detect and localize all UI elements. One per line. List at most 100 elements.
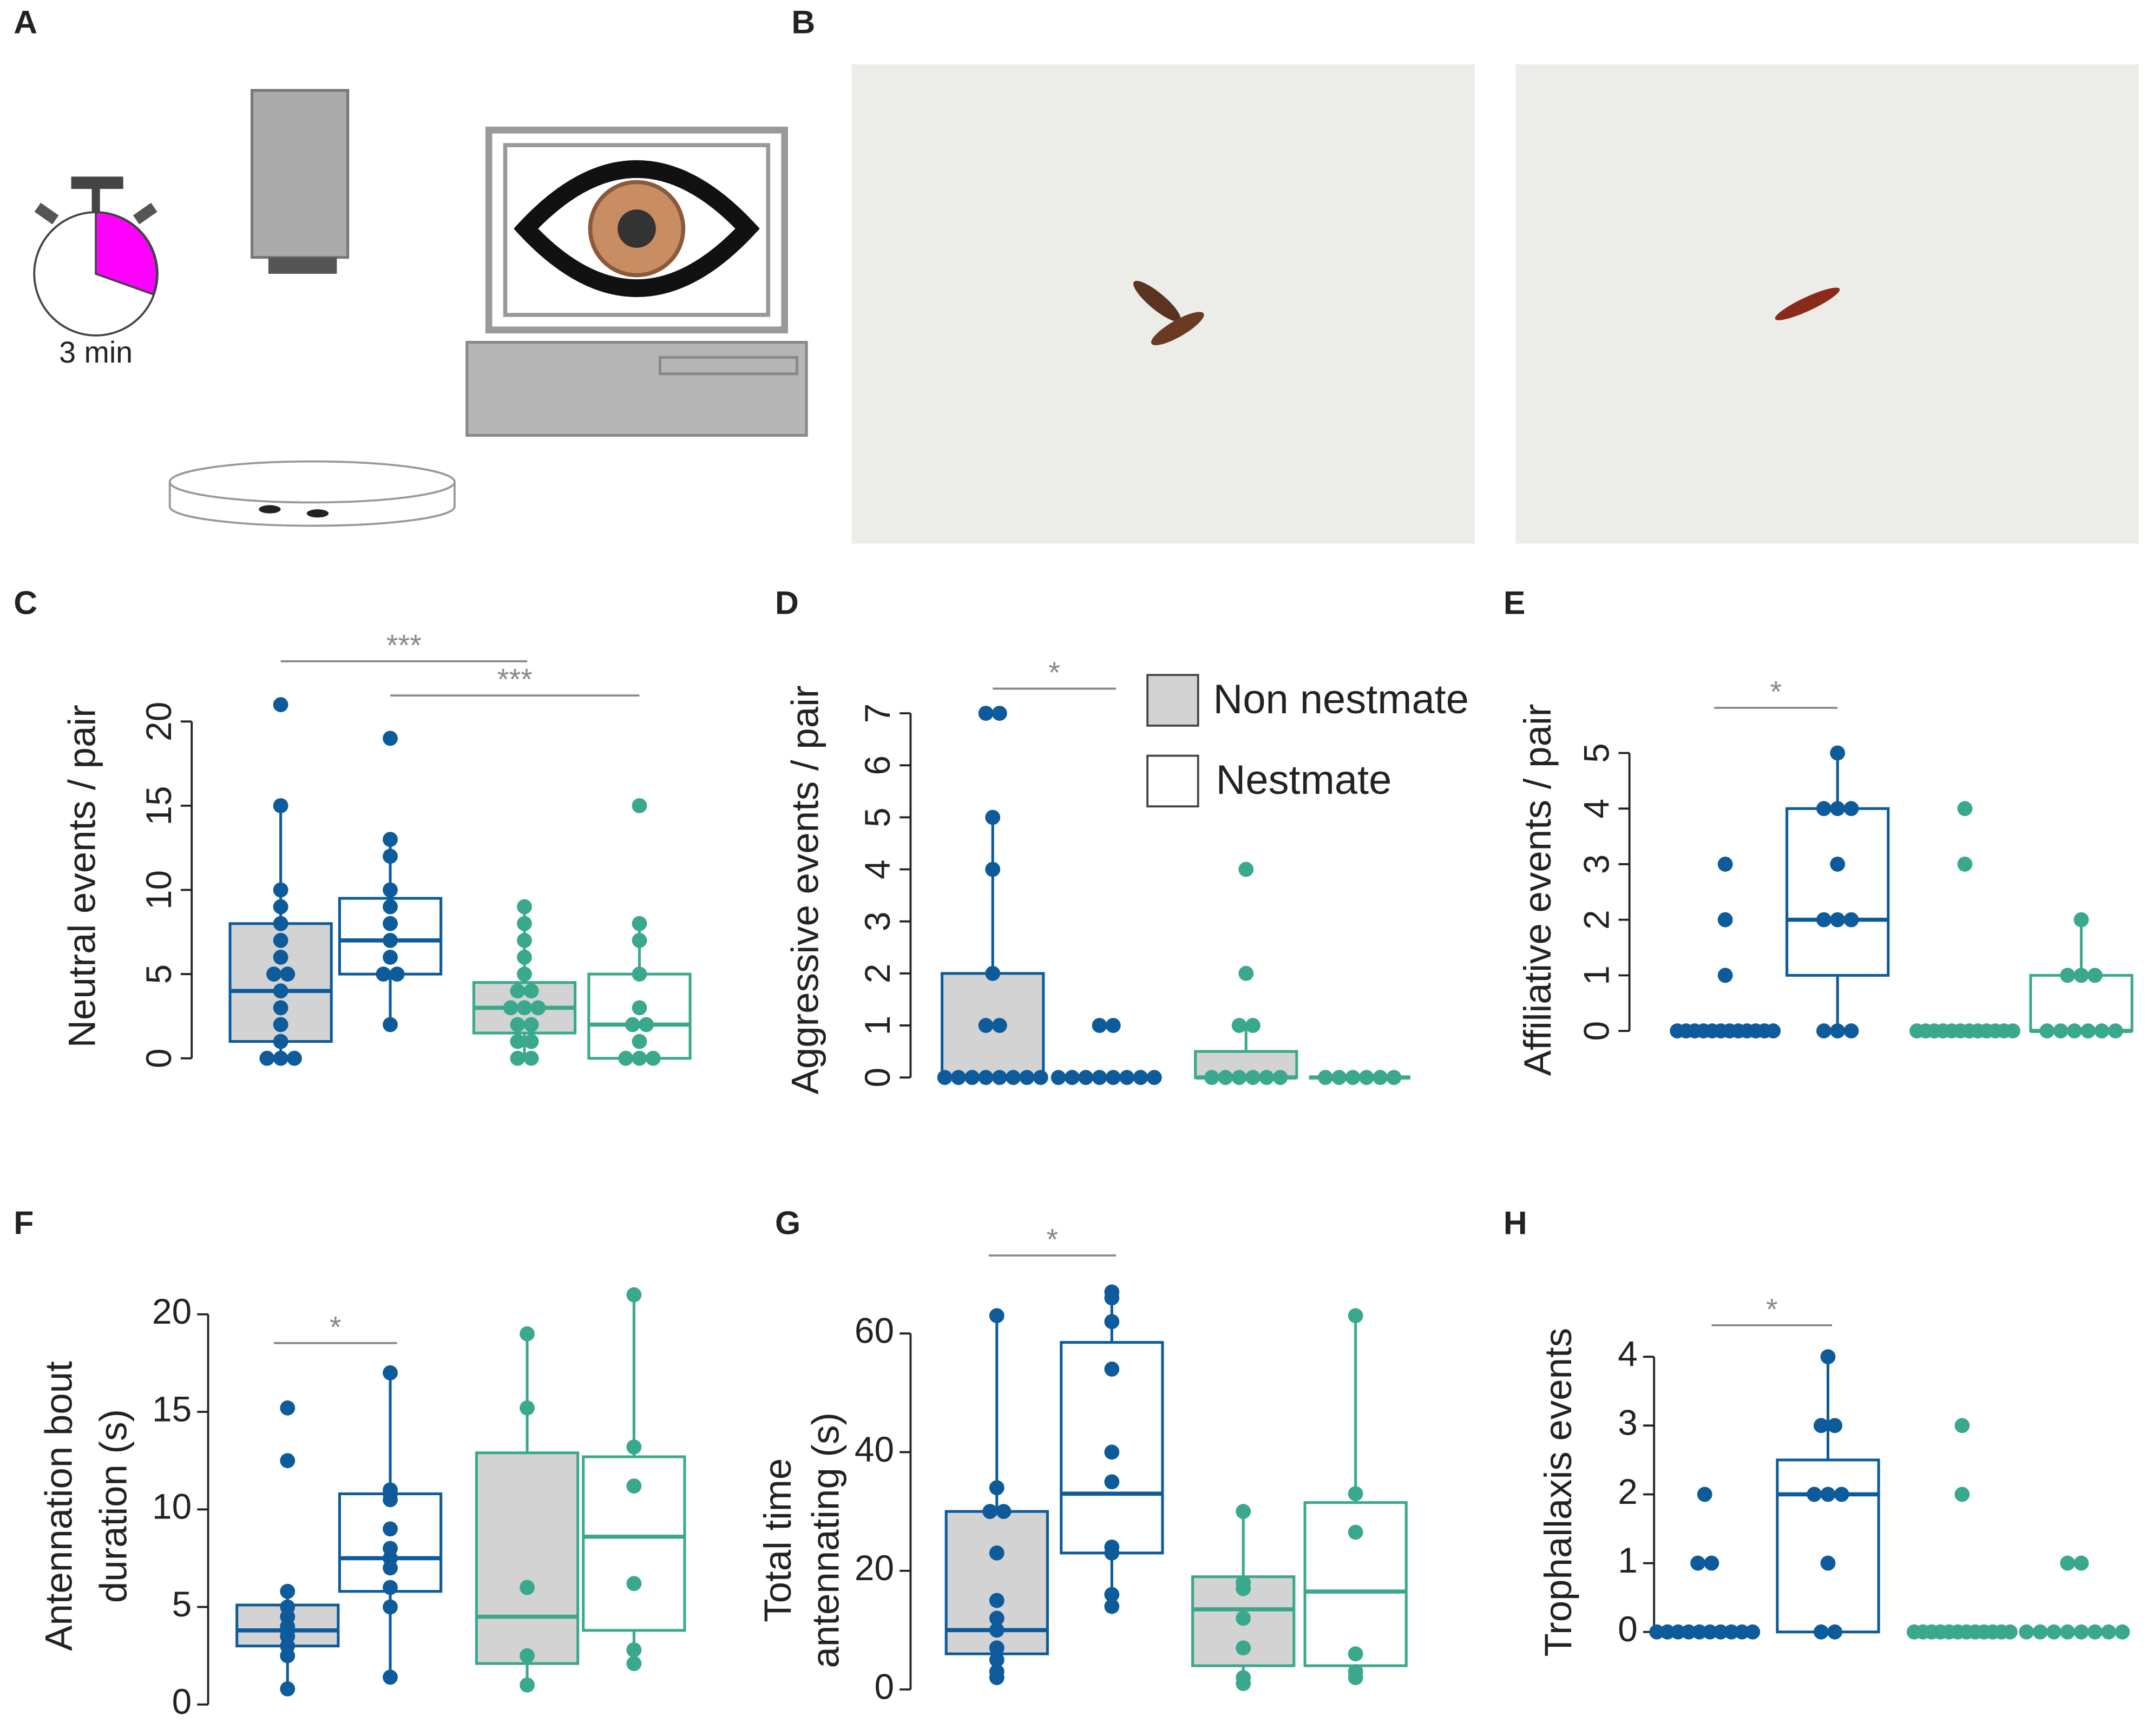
data-point	[632, 1000, 647, 1016]
data-point	[2002, 1624, 2018, 1640]
data-point	[1704, 1555, 1719, 1571]
data-point	[951, 1070, 966, 1085]
data-point	[1104, 1599, 1120, 1614]
data-point	[2046, 1624, 2061, 1640]
panel-letter: B	[791, 4, 815, 41]
y-axis-label: Affiliative events / pair	[1516, 704, 1559, 1076]
panel-letter: C	[14, 584, 37, 621]
data-point	[510, 1050, 526, 1066]
data-point	[1830, 857, 1846, 872]
data-point	[517, 932, 532, 948]
data-point	[2019, 1624, 2034, 1640]
panel-letter: G	[775, 1204, 800, 1241]
legend-swatch	[1146, 754, 1199, 808]
data-point	[280, 966, 296, 982]
data-point	[1697, 1487, 1712, 1502]
data-point	[383, 916, 398, 931]
data-point	[2073, 1624, 2089, 1640]
data-point	[389, 966, 405, 982]
data-point	[1078, 1070, 1094, 1085]
data-point	[625, 1017, 640, 1033]
data-point	[626, 1656, 642, 1672]
significance-label: ***	[386, 628, 422, 662]
data-point	[266, 966, 281, 982]
y-tick-label: 5	[1576, 743, 1616, 763]
y-tick-label: 20	[139, 702, 179, 741]
ant	[1775, 287, 1840, 320]
data-point	[1692, 1624, 1707, 1640]
y-tick-label: 3	[1618, 1403, 1638, 1443]
data-point	[632, 966, 647, 982]
data-point	[1218, 1070, 1233, 1085]
y-tick-label: 0	[172, 1681, 192, 1721]
data-point	[626, 1287, 642, 1303]
data-point	[510, 983, 526, 999]
data-point	[273, 882, 288, 898]
y-axis-label: duration (s)	[93, 1409, 135, 1603]
data-point	[287, 1050, 302, 1066]
data-point	[632, 798, 647, 813]
panel-letter: E	[1503, 584, 1525, 621]
data-point	[1348, 1524, 1363, 1540]
data-point	[964, 1070, 980, 1085]
data-point	[2101, 1624, 2117, 1640]
data-point	[383, 1365, 398, 1380]
y-tick-label: 3	[857, 911, 897, 931]
photos	[851, 64, 2139, 544]
data-point	[1238, 965, 1254, 981]
data-point	[982, 1504, 998, 1519]
data-point	[1717, 857, 1733, 872]
data-point	[1092, 1018, 1107, 1033]
y-tick-label: 0	[874, 1666, 894, 1706]
y-tick-label: 10	[152, 1487, 192, 1527]
data-point	[383, 1560, 398, 1576]
data-point	[1827, 1418, 1843, 1433]
data-point	[989, 1593, 1004, 1608]
data-point	[383, 1017, 398, 1033]
data-point	[523, 1017, 539, 1033]
panel-letter: A	[14, 4, 37, 41]
data-point	[1820, 1349, 1836, 1365]
data-point	[1236, 1640, 1251, 1656]
data-point	[383, 1492, 398, 1508]
data-point	[1660, 1624, 1675, 1640]
data-point	[520, 1677, 535, 1693]
data-point	[989, 1670, 1004, 1685]
box	[1776, 1458, 1880, 1634]
data-point	[2073, 912, 2089, 928]
camera-body	[250, 89, 350, 259]
data-point	[1830, 912, 1846, 928]
data-point	[2060, 968, 2076, 983]
y-tick-label: 10	[139, 870, 179, 910]
data-point	[1331, 1070, 1347, 1085]
data-point	[1681, 1624, 1697, 1640]
data-point	[1236, 1504, 1251, 1519]
photo	[1515, 64, 2139, 544]
y-tick-label: 4	[1618, 1334, 1638, 1374]
data-point	[273, 932, 288, 948]
data-point	[1146, 1070, 1162, 1085]
data-point	[523, 1050, 539, 1066]
data-point	[626, 1576, 642, 1592]
data-point	[1830, 801, 1846, 817]
significance-label: *	[330, 1310, 342, 1344]
data-point	[985, 965, 1001, 981]
data-point	[626, 1478, 642, 1494]
data-point	[1702, 1624, 1718, 1640]
data-point	[1033, 1070, 1048, 1085]
data-point	[1713, 1624, 1729, 1640]
data-point	[383, 1599, 398, 1615]
stopwatch-button	[133, 202, 157, 225]
data-point	[1820, 1487, 1836, 1502]
significance-label: *	[1766, 1292, 1778, 1326]
data-point	[1734, 1624, 1750, 1640]
data-point	[2005, 1023, 2020, 1038]
data-point	[2060, 1555, 2076, 1571]
data-point	[2087, 1624, 2103, 1640]
y-tick-label: 2	[1576, 910, 1616, 930]
data-point	[1119, 1070, 1135, 1085]
data-point	[1813, 1624, 1829, 1640]
data-point	[280, 1583, 296, 1599]
y-tick-label: 5	[857, 807, 897, 827]
